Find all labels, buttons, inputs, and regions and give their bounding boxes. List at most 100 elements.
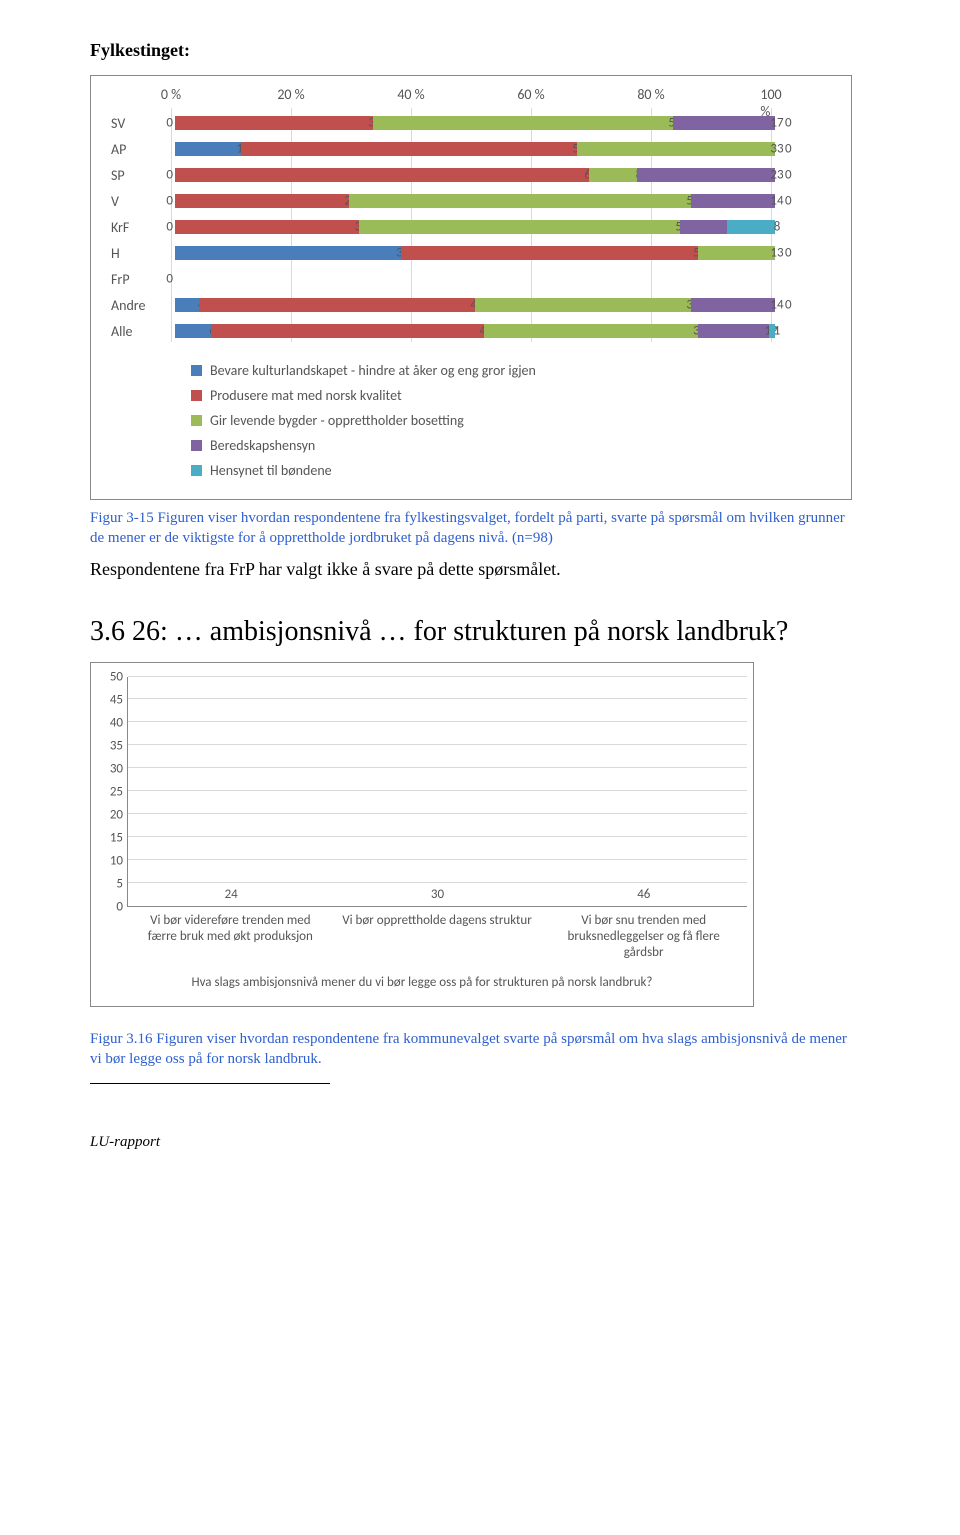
bar-segment: 8 (727, 220, 775, 234)
y-tick: 0 (116, 899, 123, 914)
legend-item: Bevare kulturlandskapet - hindre at åker… (191, 362, 831, 379)
party-label: SP (111, 167, 175, 184)
legend-item: Gir levende bygder - opprettholder boset… (191, 412, 831, 429)
legend-label: Produsere mat med norsk kvalitet (210, 387, 402, 404)
bar-segment: 14 (691, 298, 775, 312)
y-tick: 10 (110, 853, 123, 868)
bar-track: 3850130 (175, 246, 775, 260)
bar-track: 44636140 (175, 298, 775, 312)
bar-value-label: 24 (225, 887, 238, 902)
legend-label: Hensynet til bøndene (210, 462, 332, 479)
y-tick: 35 (110, 738, 123, 753)
chart-legend: Bevare kulturlandskapet - hindre at åker… (191, 362, 831, 479)
bar-segment: 46 (199, 298, 475, 312)
bar-track: 03350170 (175, 116, 775, 130)
party-label: SV (111, 115, 175, 132)
y-tick: 30 (110, 761, 123, 776)
chart-subtitle: Hva slags ambisjonsnivå mener du vi bør … (127, 975, 717, 991)
bar-segment: 54 (359, 220, 680, 234)
y-tick: 45 (110, 692, 123, 707)
party-label: AP (111, 141, 175, 158)
figure-caption-2: Figur 3.16 Figuren viser hvordan respond… (90, 1029, 850, 1070)
bar-segment: 36 (484, 324, 698, 338)
value-label: 0 (166, 220, 173, 235)
legend-item: Produsere mat med norsk kvalitet (191, 387, 831, 404)
bar-segment: 14 (691, 194, 775, 208)
bar-segment: 46 (211, 324, 484, 338)
bar-row: Alle64636121 (111, 320, 831, 342)
value-label: 0 (166, 194, 173, 209)
bar-segment: 6 (175, 324, 211, 338)
x-category-label: Vi bør opprettholde dagens struktur (334, 907, 541, 962)
party-label: V (111, 193, 175, 210)
bar-segment: 36 (475, 298, 691, 312)
value-label: 1 (774, 324, 781, 339)
y-tick: 20 (110, 807, 123, 822)
footer-text: LU-rapport (90, 1134, 890, 1151)
bar-row: H3850130 (111, 242, 831, 264)
page-heading: Fylkestinget: (90, 40, 890, 61)
value-label: 0 (779, 142, 792, 157)
bar-track: 1156330 (175, 142, 775, 156)
bar-row: SV03350170 (111, 112, 831, 134)
bar-segment: 31 (175, 220, 359, 234)
legend-label: Bevare kulturlandskapet - hindre at åker… (210, 362, 536, 379)
bar-segment: 23 (637, 168, 775, 182)
legend-label: Gir levende bygder - opprettholder boset… (210, 412, 464, 429)
value-label: 0 (166, 272, 173, 287)
y-tick: 25 (110, 784, 123, 799)
bar-segment: 29 (175, 194, 349, 208)
bar-row: FrP0 (111, 268, 831, 290)
x-axis-top: 0 %20 %40 %60 %80 %100 % (171, 86, 771, 108)
value-label: 8 (774, 220, 781, 235)
stacked-bar-chart: 0 %20 %40 %60 %80 %100 % SV03350170AP115… (90, 75, 852, 500)
bar-segment: 50 (373, 116, 673, 130)
party-label: KrF (111, 219, 175, 236)
bar-track: 02957140 (175, 194, 775, 208)
value-label: 0 (779, 116, 792, 131)
bar-segment: 1 (769, 324, 775, 338)
axis-tick: 40 % (397, 86, 424, 103)
y-tick: 5 (116, 876, 123, 891)
y-tick: 40 (110, 715, 123, 730)
axis-tick: 80 % (637, 86, 664, 103)
bar-segment: 38 (175, 246, 401, 260)
party-label: H (111, 245, 175, 262)
value-label: 0 (166, 116, 173, 131)
legend-swatch (191, 465, 202, 476)
axis-tick: 0 % (161, 86, 181, 103)
bar-value-label: 30 (431, 887, 444, 902)
legend-label: Beredskapshensyn (210, 437, 315, 454)
legend-swatch (191, 365, 202, 376)
y-tick: 50 (110, 669, 123, 684)
bar-value-label: 46 (637, 887, 650, 902)
y-axis: 05101520253035404550 (97, 677, 127, 907)
bar-segment: 50 (401, 246, 698, 260)
x-category-label: Vi bør videreføre trenden med færre bruk… (127, 907, 334, 962)
value-label: 0 (779, 194, 792, 209)
figure-caption-1: Figur 3-15 Figuren viser hvordan respond… (90, 508, 850, 549)
bar-segment: 11 (175, 142, 241, 156)
bar-segment: 13 (698, 246, 775, 260)
vertical-bar-chart: 0 5 10 15 20 25 30 35 40 45 50 24 30 46 Vi bør vider… (90, 662, 754, 1007)
value-label: 0 (779, 246, 792, 261)
value-label: 0 (779, 168, 792, 183)
legend-item: Beredskapshensyn (191, 437, 831, 454)
bar-row: Andre44636140 (111, 294, 831, 316)
y-tick: 15 (110, 830, 123, 845)
party-label: FrP (111, 271, 175, 288)
bar-segment: 8 (680, 220, 728, 234)
legend-swatch (191, 440, 202, 451)
bar-track: 0315488 (175, 220, 775, 234)
bar-track: 0 (175, 272, 775, 286)
legend-swatch (191, 415, 202, 426)
bar-track: 64636121 (175, 324, 775, 338)
axis-tick: 60 % (517, 86, 544, 103)
party-label: Alle (111, 323, 175, 340)
chart-canvas: 24 30 46 (127, 677, 747, 907)
legend-swatch (191, 390, 202, 401)
bar-row: SP0698230 (111, 164, 831, 186)
bar-segment: 8 (589, 168, 637, 182)
bar-row: V02957140 (111, 190, 831, 212)
bar-segment: 4 (175, 298, 199, 312)
